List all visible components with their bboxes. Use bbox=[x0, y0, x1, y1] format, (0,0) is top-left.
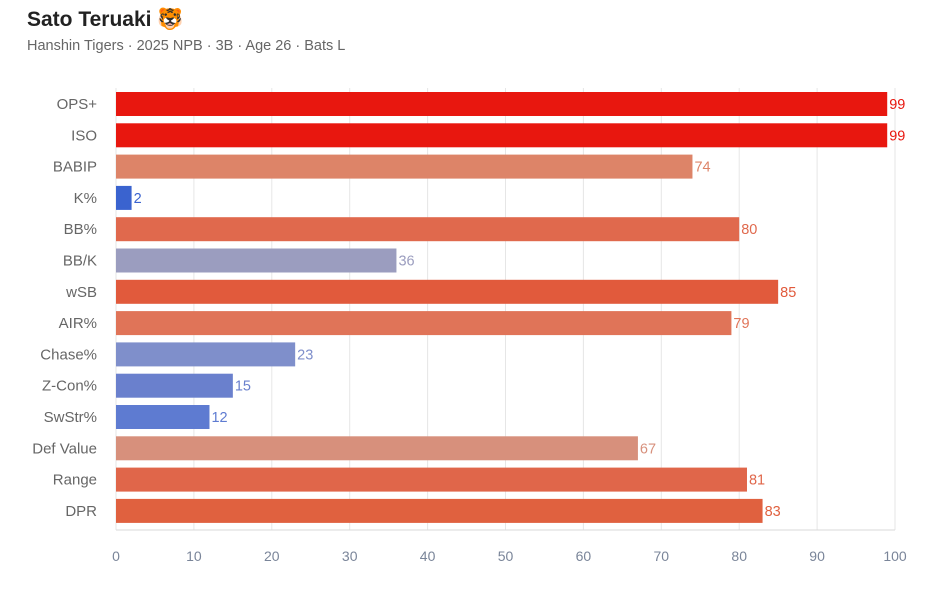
category-label: ISO bbox=[71, 127, 97, 144]
x-tick-label: 60 bbox=[576, 548, 592, 564]
player-name: Sato Teruaki bbox=[27, 8, 152, 31]
bar bbox=[116, 467, 747, 492]
category-label: SwStr% bbox=[44, 409, 97, 426]
x-axis-ticks: 0 10 20 30 40 50 60 70 80 90 100 bbox=[112, 548, 907, 564]
category-label: BABIP bbox=[53, 159, 97, 176]
value-label: 12 bbox=[211, 410, 227, 426]
value-label: 74 bbox=[694, 160, 710, 176]
bar bbox=[116, 123, 888, 148]
bar bbox=[116, 342, 296, 367]
bar bbox=[116, 436, 638, 461]
value-label: 15 bbox=[235, 379, 251, 395]
value-label: 85 bbox=[780, 285, 796, 301]
x-tick-label: 50 bbox=[498, 548, 514, 564]
value-label: 2 bbox=[134, 191, 142, 207]
bar bbox=[116, 154, 693, 179]
x-tick-label: 70 bbox=[654, 548, 670, 564]
bar bbox=[116, 217, 740, 242]
x-tick-label: 20 bbox=[264, 548, 280, 564]
value-label: 23 bbox=[297, 347, 313, 363]
category-label: OPS+ bbox=[57, 96, 98, 113]
bar bbox=[116, 279, 779, 304]
value-label: 67 bbox=[640, 441, 656, 457]
x-tick-label: 40 bbox=[420, 548, 436, 564]
bar bbox=[116, 248, 397, 273]
bars bbox=[116, 92, 888, 523]
chart-subtitle: Hanshin Tigers · 2025 NPB · 3B · Age 26 … bbox=[27, 38, 346, 54]
value-label: 36 bbox=[398, 254, 414, 270]
value-label: 83 bbox=[765, 504, 781, 520]
bar bbox=[116, 92, 888, 116]
category-label: wSB bbox=[65, 284, 97, 301]
category-label: BB/K bbox=[63, 253, 97, 270]
category-label: BB% bbox=[64, 221, 97, 238]
category-label: Range bbox=[53, 472, 97, 489]
category-label: AIR% bbox=[59, 315, 97, 332]
x-tick-label: 90 bbox=[809, 548, 825, 564]
value-label: 79 bbox=[733, 316, 749, 332]
bar bbox=[116, 405, 210, 429]
x-tick-label: 30 bbox=[342, 548, 358, 564]
value-label: 99 bbox=[889, 128, 905, 144]
x-tick-label: 100 bbox=[883, 548, 907, 564]
bar bbox=[116, 185, 132, 210]
category-label: Def Value bbox=[32, 440, 97, 457]
bar bbox=[116, 373, 233, 398]
category-labels: OPS+ ISO BABIP K% BB% BB/K wSB AIR% Chase% Z-Con%… bbox=[32, 96, 97, 520]
grid-lines bbox=[115, 88, 896, 531]
x-tick-label: 10 bbox=[186, 548, 202, 564]
x-tick-label: 80 bbox=[731, 548, 747, 564]
value-label: 81 bbox=[749, 473, 765, 489]
bar bbox=[116, 311, 732, 336]
category-label: Z-Con% bbox=[42, 378, 97, 395]
value-label: 99 bbox=[889, 97, 905, 113]
category-label: Chase% bbox=[40, 346, 97, 363]
category-label: K% bbox=[74, 190, 97, 207]
chart-title: Sato Teruaki 🐯 bbox=[27, 8, 183, 32]
category-label: DPR bbox=[65, 503, 97, 520]
tiger-icon: 🐯 bbox=[157, 8, 184, 31]
bar bbox=[116, 498, 763, 523]
x-tick-label: 0 bbox=[112, 548, 120, 564]
value-label: 80 bbox=[741, 222, 757, 238]
